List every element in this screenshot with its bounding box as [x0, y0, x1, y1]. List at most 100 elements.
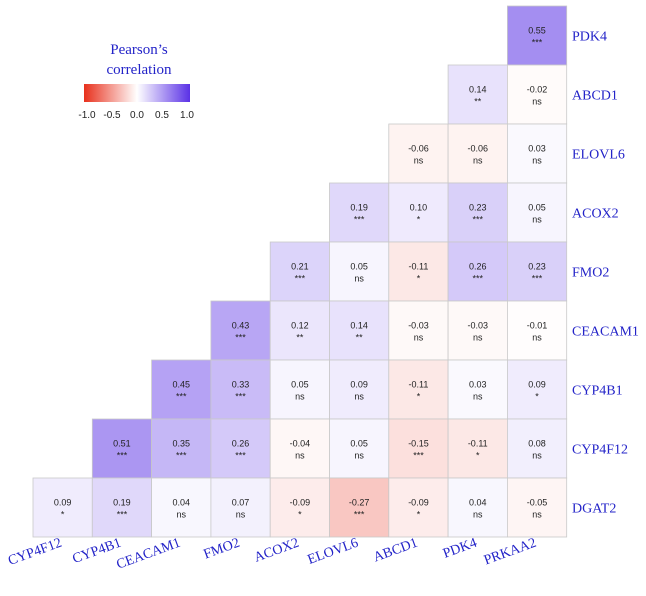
legend-tick-label: 0.5: [155, 110, 169, 121]
cell-value-label: -0.06: [467, 144, 488, 154]
heatmap-cell: 0.23 ***: [506, 241, 568, 302]
legend-title-line2: correlation: [107, 62, 172, 78]
cell-rect: [269, 359, 330, 420]
cell-value-label: -0.01: [527, 321, 548, 331]
cell-rect: [91, 418, 153, 479]
cell-rect: [506, 477, 568, 538]
heatmap-cell: 0.10 *: [388, 182, 449, 243]
cell-significance-label: ***: [176, 392, 187, 402]
cell-value-label: 0.05: [291, 380, 309, 390]
cell-value-label: 0.43: [232, 321, 250, 331]
cell-rect: [506, 123, 568, 184]
row-labels: PDK4 ABCD1 ELOVL6 ACOX2 FMO2 CEACAM1 CYP4B1 CYP…: [572, 30, 639, 517]
cell-rect: [506, 418, 568, 479]
cell-significance-label: ns: [473, 510, 483, 520]
cell-rect: [151, 418, 212, 479]
cell-rect: [388, 182, 449, 243]
cell-rect: [269, 300, 330, 361]
legend-tick-label: -1.0: [78, 110, 96, 121]
cell-significance-label: ***: [235, 451, 246, 461]
heatmap-cell: -0.09 *: [269, 477, 330, 538]
cell-significance-label: ***: [532, 38, 543, 48]
cell-rect: [447, 300, 508, 361]
heatmap-cell: 0.03 ns: [506, 123, 568, 184]
cell-value-label: 0.09: [54, 498, 72, 508]
cell-value-label: 0.10: [410, 203, 428, 213]
column-label: CYP4F12: [6, 536, 64, 569]
cell-significance-label: ns: [236, 510, 246, 520]
cell-significance-label: **: [474, 97, 482, 107]
column-label: ABCD1: [372, 536, 420, 566]
cell-significance-label: ns: [295, 451, 305, 461]
cell-value-label: -0.11: [409, 380, 429, 390]
cell-value-label: -0.15: [408, 439, 429, 449]
legend-ticks: -1.0 -0.5 0.0 0.5 1.0: [78, 110, 194, 121]
cell-value-label: 0.45: [172, 380, 190, 390]
legend-tick-label: 0.0: [130, 110, 144, 121]
cell-rect: [506, 359, 568, 420]
heatmap-cell: 0.04 ns: [151, 477, 212, 538]
heatmap-cell: 0.14 **: [329, 300, 390, 361]
cell-value-label: 0.26: [232, 439, 250, 449]
cell-value-label: 0.26: [469, 262, 487, 272]
heatmap-cell: 0.55 ***: [506, 5, 568, 66]
heatmap-cell: 0.35 ***: [151, 418, 212, 479]
cell-rect: [329, 300, 390, 361]
column-label: FMO2: [202, 536, 242, 563]
heatmap-cell: -0.05 ns: [506, 477, 568, 538]
cell-value-label: 0.09: [528, 380, 546, 390]
cell-significance-label: ***: [235, 392, 246, 402]
cell-rect: [329, 418, 390, 479]
cell-significance-label: ns: [473, 156, 483, 166]
heatmap-cell: 0.19 ***: [329, 182, 390, 243]
cell-value-label: 0.33: [232, 380, 250, 390]
cell-significance-label: ***: [472, 215, 483, 225]
cell-value-label: -0.05: [527, 498, 548, 508]
cell-rect: [210, 359, 271, 420]
cell-value-label: 0.05: [350, 262, 368, 272]
cell-significance-label: ***: [117, 510, 128, 520]
cell-significance-label: ns: [354, 451, 364, 461]
row-label: CYP4B1: [572, 384, 623, 399]
row-label: PDK4: [572, 30, 607, 45]
cell-rect: [151, 359, 212, 420]
cell-value-label: 0.19: [113, 498, 131, 508]
cell-rect: [388, 418, 449, 479]
cell-rect: [329, 359, 390, 420]
cell-rect: [329, 182, 390, 243]
column-label: CEACAM1: [115, 536, 183, 573]
cell-significance-label: *: [476, 451, 480, 461]
cell-rect: [210, 418, 271, 479]
heatmap-cell: 0.12 **: [269, 300, 330, 361]
cell-rect: [447, 182, 508, 243]
cell-significance-label: *: [417, 392, 421, 402]
heatmap-cell: 0.08 ns: [506, 418, 568, 479]
cell-significance-label: **: [356, 333, 364, 343]
column-label: PRKAA2: [482, 536, 538, 569]
heatmap-cell: 0.09 *: [506, 359, 568, 420]
row-label: DGAT2: [572, 502, 616, 517]
cell-rect: [447, 359, 508, 420]
cell-value-label: 0.04: [469, 498, 487, 508]
cell-rect: [210, 300, 271, 361]
cell-significance-label: ns: [414, 156, 424, 166]
cell-value-label: -0.11: [468, 439, 488, 449]
legend: Pearson’s correlation -1.0 -0.5 0.0 0.5 1.0: [78, 42, 194, 121]
cell-rect: [388, 123, 449, 184]
heatmap-cell: -0.15 ***: [388, 418, 449, 479]
cell-significance-label: ***: [532, 274, 543, 284]
heatmap-cell: -0.11 *: [447, 418, 508, 479]
heatmap-cell: -0.06 ns: [388, 123, 449, 184]
cell-value-label: -0.04: [290, 439, 311, 449]
heatmap-cell: 0.05 ns: [506, 182, 568, 243]
cell-rect: [447, 64, 508, 125]
cell-rect: [447, 477, 508, 538]
row-label: ELOVL6: [572, 148, 625, 163]
cell-rect: [388, 300, 449, 361]
cell-value-label: 0.09: [350, 380, 368, 390]
cell-rect: [506, 182, 568, 243]
cell-significance-label: ***: [413, 451, 424, 461]
cell-significance-label: **: [296, 333, 304, 343]
heatmap-cell: 0.43 ***: [210, 300, 271, 361]
cell-significance-label: ns: [414, 333, 424, 343]
